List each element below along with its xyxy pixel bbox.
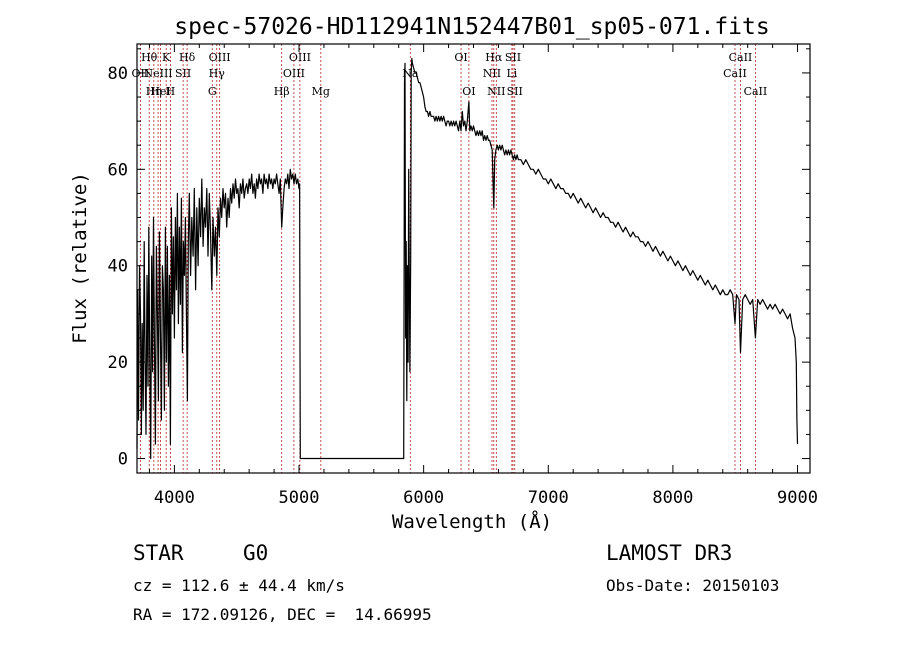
spectral-line-label: CaII	[729, 51, 753, 64]
spectral-line-label: SII	[507, 85, 523, 98]
spectral-line-label: SII	[505, 51, 521, 64]
spectral-line-label: H	[166, 85, 176, 98]
y-tick-label: 60	[108, 160, 128, 180]
spectral-line-label: OI	[462, 85, 475, 98]
y-axis-label: Flux (relative)	[69, 172, 91, 344]
x-tick-label: 5000	[279, 488, 320, 508]
x-tick-label: 4000	[154, 488, 195, 508]
spectral-line-label: Mg	[312, 85, 330, 98]
x-axis-ticks: 4000 5000 6000 7000 8000 9000	[148, 44, 818, 508]
spectral-line-label: NII	[487, 85, 505, 98]
x-axis-label: Wavelength (Å)	[392, 510, 552, 533]
spectral-line-label: Hβ	[274, 85, 290, 98]
spectral-line-label: OIII	[283, 67, 305, 80]
coordinates: RA = 172.09126, DEC = 14.66995	[133, 605, 432, 624]
spectral-line-label: Hγ	[209, 67, 226, 80]
object-class: STAR	[133, 541, 184, 565]
y-tick-label: 80	[108, 64, 128, 84]
spectral-line-label: Li	[506, 67, 517, 80]
spectral-line-label: OII	[132, 67, 150, 80]
y-tick-label: 20	[108, 353, 128, 373]
object-subclass: G0	[243, 541, 268, 565]
x-tick-label: 9000	[777, 488, 818, 508]
spectral-line-label: NII	[483, 67, 501, 80]
y-axis-ticks: 0 20 40 60 80	[108, 48, 810, 470]
spectral-line-label: Hθ	[141, 51, 158, 64]
y-tick-label: 40	[108, 257, 128, 277]
observation-date: Obs-Date: 20150103	[606, 576, 779, 595]
x-tick-label: 7000	[528, 488, 569, 508]
spectral-line-label: OI	[454, 51, 467, 64]
spectral-line-label: NeIII	[143, 67, 172, 80]
spectrum-line	[136, 57, 799, 460]
spectral-line-label: HeI	[150, 85, 170, 98]
spectral-line-label: OIII	[289, 51, 311, 64]
y-tick-label: 0	[118, 450, 128, 470]
spectral-line-label: CaII	[723, 67, 747, 80]
x-tick-label: 6000	[403, 488, 444, 508]
redshift-cz: cz = 112.6 ± 44.4 km/s	[133, 576, 345, 595]
spectral-line-label: Hη	[146, 85, 162, 98]
spectral-line-label: G	[208, 85, 217, 98]
spectral-line-label: OIII	[209, 51, 231, 64]
spectral-line-label: Hδ	[179, 51, 196, 64]
chart-title: spec-57026-HD112941N152447B01_sp05-071.f…	[174, 14, 769, 40]
spectral-line-markers	[139, 44, 756, 473]
x-tick-label: 8000	[652, 488, 693, 508]
spectral-line-labels: OII Hθ Hη NeIII HeI K H SII Hδ G Hγ OIII Hβ OIII OIII M…	[132, 51, 768, 98]
spectral-line-label: CaII	[744, 85, 768, 98]
spectral-line-label: SII	[175, 67, 191, 80]
survey-name: LAMOST DR3	[606, 541, 732, 565]
plot-frame	[136, 43, 811, 474]
spectral-line-label: Hα	[485, 51, 503, 64]
spectral-line-label: K	[162, 51, 171, 64]
